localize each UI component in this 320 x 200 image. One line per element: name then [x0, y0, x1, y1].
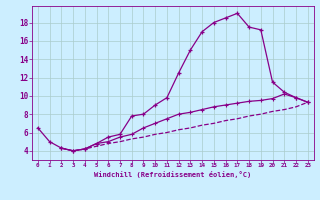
X-axis label: Windchill (Refroidissement éolien,°C): Windchill (Refroidissement éolien,°C): [94, 171, 252, 178]
